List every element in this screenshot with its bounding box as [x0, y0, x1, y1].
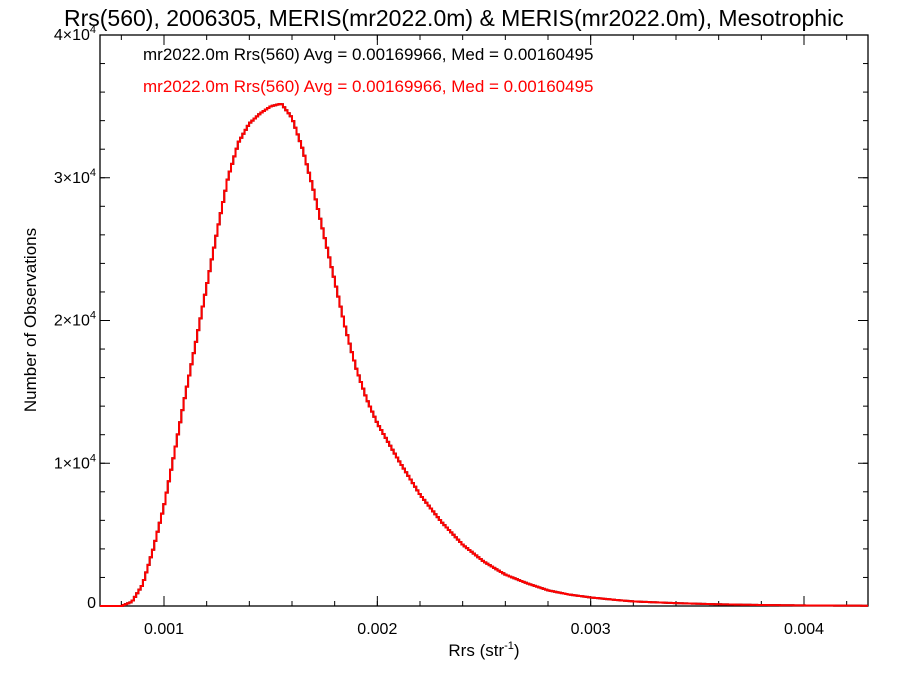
- legend-line-1: mr2022.0m Rrs(560) Avg = 0.00169966, Med…: [143, 45, 594, 64]
- plot-frame: [99, 34, 869, 607]
- y-tick-label: 2×104: [54, 310, 96, 330]
- y-tick-label: 0: [87, 595, 96, 612]
- y-tick-label: 4×104: [54, 24, 96, 44]
- y-axis-label: Number of Observations: [21, 228, 40, 412]
- x-tick-label: 0.002: [357, 621, 397, 638]
- y-tick-label: 3×104: [54, 167, 96, 187]
- x-tick-label: 0.004: [784, 621, 824, 638]
- x-axis-label: Rrs (str-1): [448, 640, 519, 660]
- y-tick-exponent: 4: [90, 167, 96, 179]
- y-tick-label: 1×104: [54, 452, 96, 472]
- y-tick-exponent: 4: [90, 452, 96, 464]
- y-tick-exponent: 4: [90, 310, 96, 322]
- histogram-series-1: [100, 102, 868, 607]
- y-tick-value: 0: [87, 595, 96, 612]
- y-tick-mantissa: 2×10: [54, 313, 90, 330]
- y-tick-mantissa: 1×10: [54, 455, 90, 472]
- legend-line-2: mr2022.0m Rrs(560) Avg = 0.00169966, Med…: [143, 77, 594, 96]
- x-axis-label-base: Rrs (str: [448, 641, 504, 660]
- y-tick-mantissa: 4×10: [54, 27, 90, 44]
- x-axis-label-close: ): [514, 641, 520, 660]
- y-tick-mantissa: 3×10: [54, 170, 90, 187]
- x-tick-label: 0.001: [144, 621, 184, 638]
- y-tick-exponent: 4: [90, 24, 96, 36]
- histogram-series-2: [100, 102, 868, 607]
- chart-title: Rrs(560), 2006305, MERIS(mr2022.0m) & ME…: [64, 5, 844, 31]
- x-tick-label: 0.003: [571, 621, 611, 638]
- x-axis-label-sup: -1: [504, 640, 514, 652]
